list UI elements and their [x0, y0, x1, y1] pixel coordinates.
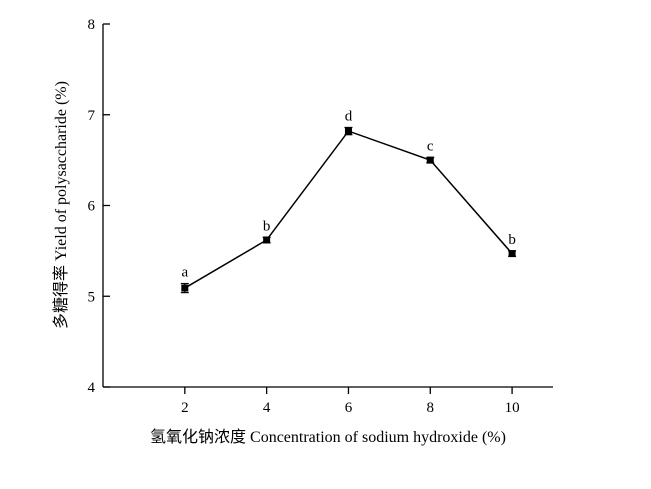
data-point: [181, 284, 189, 292]
x-tick-label: 6: [345, 400, 353, 416]
significance-label: b: [508, 232, 516, 248]
y-tick-label: 8: [88, 17, 96, 33]
y-tick-label: 6: [88, 199, 96, 215]
y-tick-label: 4: [88, 380, 96, 396]
significance-label: d: [345, 108, 353, 124]
x-tick-label: 2: [181, 400, 189, 416]
x-tick-label: 8: [427, 400, 435, 416]
x-tick-label: 4: [263, 400, 271, 416]
data-point: [508, 250, 516, 258]
series-group: a b d c b: [180, 108, 517, 294]
y-tick-label: 7: [88, 108, 96, 124]
axes: [102, 24, 553, 388]
data-point: [344, 127, 352, 135]
y-tick-label: 5: [88, 289, 96, 305]
x-axis-title: 氢氧化钠浓度 Concentration of sodium hydroxide…: [150, 428, 506, 446]
x-ticks: 2 4 6 8 10: [181, 387, 520, 416]
significance-label: c: [427, 138, 434, 154]
significance-label: b: [263, 218, 271, 234]
significance-label: a: [181, 265, 188, 281]
series-line: [184, 130, 513, 289]
data-point: [263, 236, 271, 244]
data-point: [426, 156, 434, 164]
x-tick-label: 10: [505, 400, 520, 416]
y-axis-title: 多糖得率 Yield of polysaccharide (%): [52, 81, 70, 329]
y-ticks: 4 5 6 7 8: [88, 17, 110, 396]
